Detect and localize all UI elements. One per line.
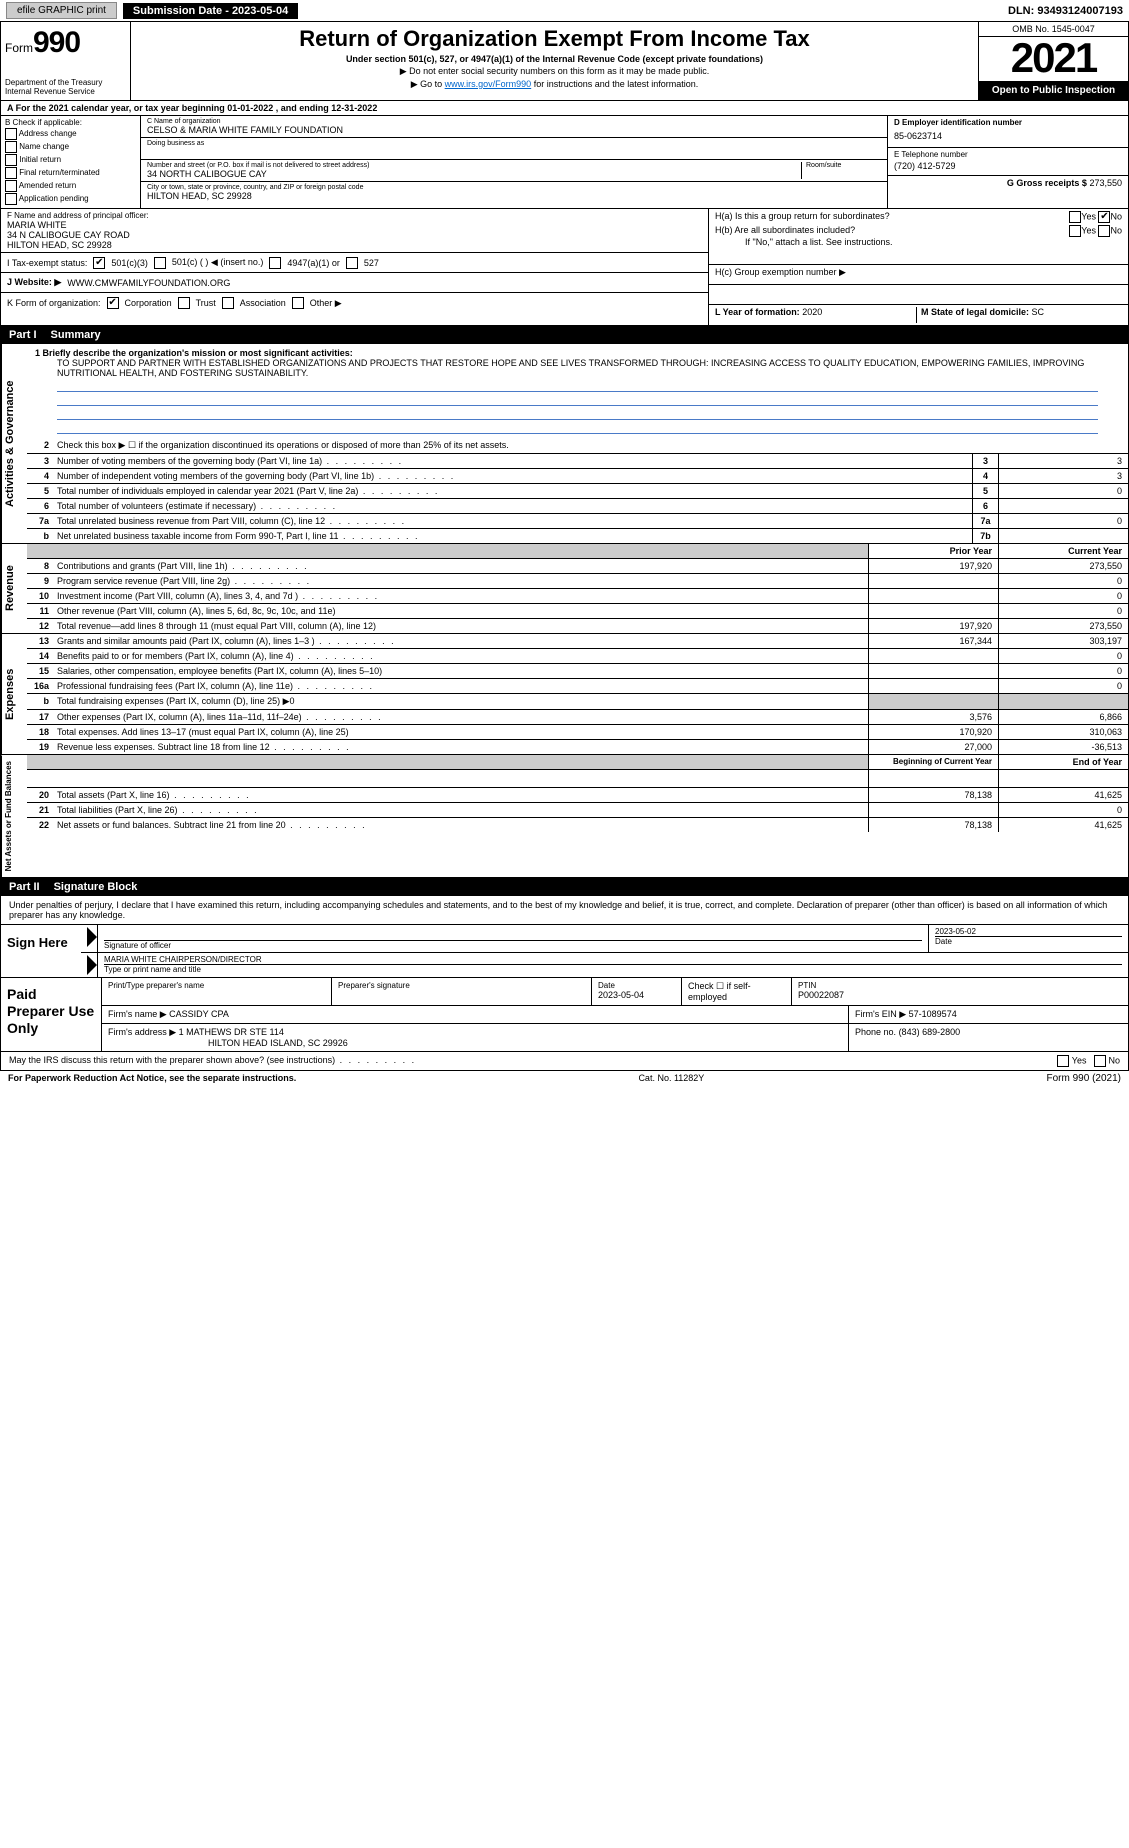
ein: 85-0623714	[894, 127, 1122, 145]
chk-name-change[interactable]: Name change	[5, 141, 136, 153]
ha-yes[interactable]	[1069, 211, 1081, 223]
part1-header: Part I Summary	[0, 326, 1129, 344]
val-8p: 197,920	[868, 559, 998, 573]
sig-date: 2023-05-02	[935, 927, 1122, 937]
val-8c: 273,550	[998, 559, 1128, 573]
firm-addr1: 1 MATHEWS DR STE 114	[179, 1027, 284, 1037]
sign-arrow-icon-2	[87, 955, 97, 975]
mission-text: TO SUPPORT AND PARTNER WITH ESTABLISHED …	[57, 358, 1098, 378]
form-id: Form 990 (2021)	[1047, 1073, 1121, 1084]
ptin: P00022087	[798, 990, 1122, 1000]
mission-block: 1 Briefly describe the organization's mi…	[27, 344, 1128, 438]
row-i-tax-status: I Tax-exempt status: 501(c)(3) 501(c) ( …	[1, 253, 708, 273]
officer-addr2: HILTON HEAD, SC 29928	[7, 240, 702, 250]
tax-year: 2021	[979, 37, 1128, 79]
chk-other[interactable]	[292, 297, 304, 309]
val-6	[998, 499, 1128, 513]
hb-yes[interactable]	[1069, 225, 1081, 237]
chk-trust[interactable]	[178, 297, 190, 309]
firm-addr2: HILTON HEAD ISLAND, SC 29926	[108, 1038, 842, 1048]
ssn-note: ▶ Do not enter social security numbers o…	[141, 66, 968, 77]
section-activities: Activities & Governance 1 Briefly descri…	[0, 344, 1129, 544]
row-k-form-org: K Form of organization: Corporation Trus…	[1, 293, 708, 313]
val-5: 0	[998, 484, 1128, 498]
val-12c: 273,550	[998, 619, 1128, 633]
col-b-checkboxes: B Check if applicable: Address change Na…	[1, 116, 141, 208]
ha-no[interactable]	[1098, 211, 1110, 223]
org-city: HILTON HEAD, SC 29928	[147, 191, 881, 201]
firm-ein: 57-1089574	[909, 1009, 957, 1019]
paid-preparer-block: Paid Preparer Use Only Print/Type prepar…	[0, 978, 1129, 1052]
row-j-website: J Website: ▶ WWW.CMWFAMILYFOUNDATION.ORG	[1, 273, 708, 293]
phone: (720) 412-5729	[894, 159, 1122, 173]
hb-no[interactable]	[1098, 225, 1110, 237]
val-12p: 197,920	[868, 619, 998, 633]
org-name: CELSO & MARIA WHITE FAMILY FOUNDATION	[147, 125, 881, 135]
section-bcd: B Check if applicable: Address change Na…	[0, 116, 1129, 209]
chk-amended[interactable]: Amended return	[5, 180, 136, 192]
org-street: 34 NORTH CALIBOGUE CAY	[147, 169, 801, 179]
form-header: Form990 Department of the Treasury Inter…	[0, 22, 1129, 101]
submission-date: Submission Date - 2023-05-04	[123, 3, 298, 19]
firm-name: CASSIDY CPA	[169, 1009, 229, 1019]
vtab-activities: Activities & Governance	[1, 344, 27, 543]
website-url: WWW.CMWFAMILYFOUNDATION.ORG	[67, 278, 230, 288]
form-subtitle: Under section 501(c), 527, or 4947(a)(1)…	[141, 54, 968, 64]
year-formation: 2020	[802, 307, 822, 317]
section-net-assets: Net Assets or Fund Balances Beginning of…	[0, 755, 1129, 878]
vtab-revenue: Revenue	[1, 544, 27, 633]
chk-assoc[interactable]	[222, 297, 234, 309]
vtab-expenses: Expenses	[1, 634, 27, 754]
org-dba	[147, 147, 881, 157]
perjury-statement: Under penalties of perjury, I declare th…	[0, 896, 1129, 925]
col-c-org-info: C Name of organization CELSO & MARIA WHI…	[141, 116, 888, 208]
col-de: D Employer identification number 85-0623…	[888, 116, 1128, 208]
section-expenses: Expenses 13Grants and similar amounts pa…	[0, 634, 1129, 755]
gross-receipts: 273,550	[1089, 178, 1122, 188]
chk-501c3[interactable]	[93, 257, 105, 269]
row-a-tax-year: A For the 2021 calendar year, or tax yea…	[0, 101, 1129, 116]
chk-4947[interactable]	[269, 257, 281, 269]
part2-header: Part II Signature Block	[0, 878, 1129, 896]
efile-badge: efile GRAPHIC print	[6, 2, 117, 19]
officer-addr1: 34 N CALIBOGUE CAY ROAD	[7, 230, 702, 240]
dept-treasury: Department of the Treasury Internal Reve…	[5, 78, 126, 96]
sign-here-block: Sign Here Signature of officer 2023-05-0…	[0, 925, 1129, 978]
prep-date: 2023-05-04	[598, 990, 675, 1000]
state-domicile: SC	[1032, 307, 1045, 317]
dln: DLN: 93493124007193	[1008, 5, 1123, 17]
irs-discuss-row: May the IRS discuss this return with the…	[0, 1052, 1129, 1071]
val-3: 3	[998, 454, 1128, 468]
irs-link[interactable]: www.irs.gov/Form990	[445, 79, 532, 89]
firm-phone: (843) 689-2800	[899, 1027, 961, 1037]
form-number: Form990	[5, 26, 126, 60]
chk-address-change[interactable]: Address change	[5, 128, 136, 140]
top-bar: efile GRAPHIC print Submission Date - 20…	[0, 0, 1129, 22]
section-revenue: Revenue Prior YearCurrent Year 8Contribu…	[0, 544, 1129, 634]
footer: For Paperwork Reduction Act Notice, see …	[0, 1071, 1129, 1086]
discuss-no[interactable]	[1094, 1055, 1106, 1067]
sign-arrow-icon	[87, 927, 97, 947]
goto-note: ▶ Go to www.irs.gov/Form990 for instruct…	[141, 79, 968, 90]
val-7a: 0	[998, 514, 1128, 528]
public-inspection: Open to Public Inspection	[979, 81, 1128, 100]
chk-corp[interactable]	[107, 297, 119, 309]
vtab-net-assets: Net Assets or Fund Balances	[1, 755, 27, 877]
chk-501c[interactable]	[154, 257, 166, 269]
val-7b	[998, 529, 1128, 543]
discuss-yes[interactable]	[1057, 1055, 1069, 1067]
chk-final-return[interactable]: Final return/terminated	[5, 167, 136, 179]
section-fhijklm: F Name and address of principal officer:…	[0, 209, 1129, 326]
chk-app-pending[interactable]: Application pending	[5, 193, 136, 205]
officer-name: MARIA WHITE	[7, 220, 702, 230]
chk-initial-return[interactable]: Initial return	[5, 154, 136, 166]
cat-no: Cat. No. 11282Y	[638, 1073, 704, 1084]
chk-527[interactable]	[346, 257, 358, 269]
row-hc: H(c) Group exemption number ▶	[709, 265, 1128, 285]
form-title: Return of Organization Exempt From Incom…	[141, 26, 968, 52]
officer-sig-name: MARIA WHITE CHAIRPERSON/DIRECTOR	[104, 955, 1122, 965]
val-4: 3	[998, 469, 1128, 483]
